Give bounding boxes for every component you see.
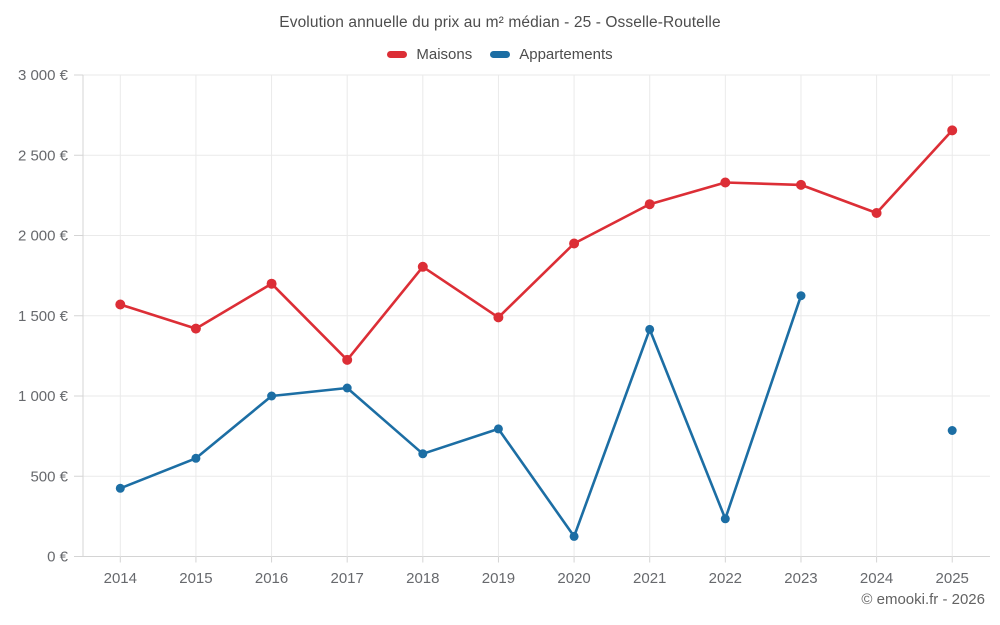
- appartements-point-2016[interactable]: [267, 391, 277, 401]
- maisons-point-2017[interactable]: [342, 354, 353, 365]
- x-axis-tick-label: 2015: [179, 570, 212, 587]
- y-axis-tick-label: 500 €: [30, 468, 68, 485]
- appartements-point-2025[interactable]: [947, 426, 957, 435]
- appartements-point-2021[interactable]: [645, 324, 655, 334]
- appartements-point-2014[interactable]: [115, 483, 125, 493]
- appartements-point-2017[interactable]: [342, 383, 352, 393]
- maisons-point-2018[interactable]: [417, 261, 428, 272]
- x-axis-tick-label: 2024: [860, 570, 893, 587]
- legend-label-maisons: Maisons: [416, 46, 473, 63]
- x-axis-tick-label: 2020: [557, 570, 590, 587]
- maisons-color-swatch: [387, 51, 408, 58]
- x-axis-tick-label: 2025: [936, 570, 969, 587]
- y-axis-tick-label: 2 500 €: [18, 147, 69, 164]
- maisons-line: [119, 129, 954, 362]
- maisons-point-2025[interactable]: [947, 125, 958, 136]
- maisons-point-2015[interactable]: [190, 323, 201, 334]
- x-axis-tick-label: 2018: [406, 570, 439, 587]
- maisons-point-2019[interactable]: [493, 312, 504, 323]
- maisons-point-2022[interactable]: [720, 177, 731, 188]
- appartements-point-2023[interactable]: [796, 291, 806, 301]
- appartements-point-2022[interactable]: [720, 514, 730, 524]
- x-axis-tick-label: 2017: [331, 570, 364, 587]
- appartements-point-2018[interactable]: [418, 449, 428, 459]
- maisons-point-2016[interactable]: [266, 278, 277, 289]
- maisons-point-2020[interactable]: [569, 238, 580, 249]
- x-axis-tick-label: 2021: [633, 570, 666, 587]
- maisons-point-2014[interactable]: [115, 299, 126, 310]
- maisons-point-2023[interactable]: [796, 179, 806, 190]
- x-axis-tick-label: 2014: [104, 570, 137, 587]
- y-axis-tick-label: 3 000 €: [18, 67, 69, 84]
- chart-legend: Maisons Appartements: [0, 46, 1000, 63]
- y-axis-tick-label: 0 €: [47, 549, 69, 566]
- x-axis-tick-label: 2016: [255, 570, 288, 587]
- appartements-color-swatch: [490, 51, 511, 58]
- footer-credit: © emooki.fr - 2026: [861, 591, 985, 608]
- legend-label-appartements: Appartements: [519, 46, 613, 63]
- maisons-point-2024[interactable]: [871, 208, 882, 218]
- y-axis-tick-label: 1 000 €: [18, 388, 69, 405]
- y-axis-tick-label: 1 500 €: [18, 308, 69, 325]
- appartements-point-2015[interactable]: [191, 453, 201, 463]
- chart-title: Evolution annuelle du prix au m² médian …: [279, 14, 721, 31]
- y-axis-tick-label: 2 000 €: [18, 228, 69, 245]
- appartements-point-2019[interactable]: [493, 424, 503, 434]
- x-axis-tick-label: 2023: [784, 570, 817, 587]
- x-axis-tick-label: 2022: [709, 570, 742, 587]
- maisons-point-2021[interactable]: [644, 199, 655, 210]
- legend-item-maisons[interactable]: Maisons: [387, 46, 472, 63]
- appartements-line: [120, 296, 952, 537]
- legend-item-appartements[interactable]: Appartements: [490, 46, 613, 63]
- appartements-point-2020[interactable]: [569, 531, 579, 541]
- x-axis-tick-label: 2019: [482, 570, 515, 587]
